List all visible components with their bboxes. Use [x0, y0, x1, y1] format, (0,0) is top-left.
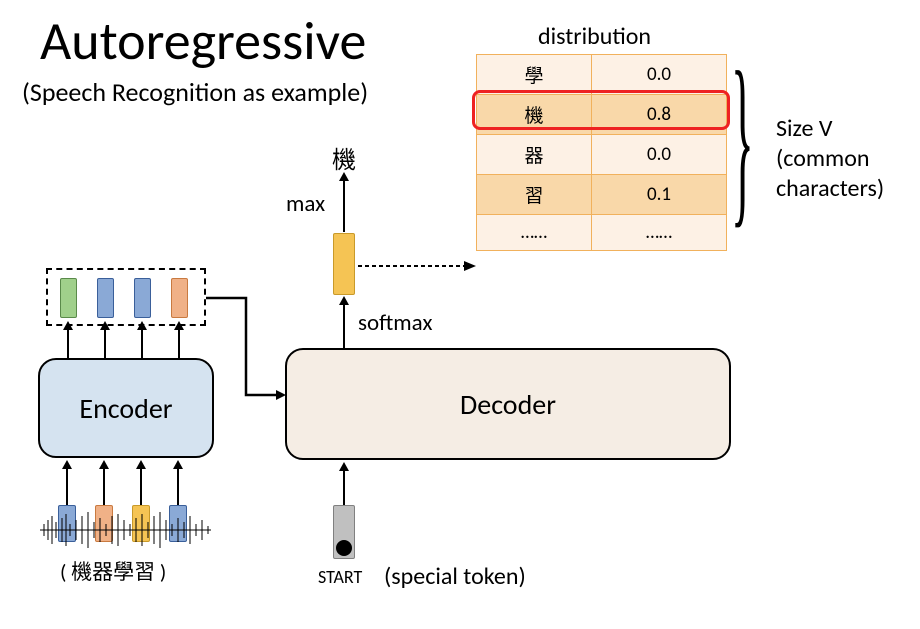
- waveform-icon: [38, 510, 213, 550]
- arrow-up-icon: [132, 460, 152, 506]
- enc-out-token-3: [134, 278, 151, 318]
- input-caption: ( 機器學習 ): [60, 556, 166, 586]
- arrow-up-icon: [97, 321, 117, 361]
- arrow-up-icon: [335, 296, 355, 350]
- decoder-label: Decoder: [460, 387, 556, 422]
- arrow-up-icon: [169, 460, 189, 506]
- enc-out-token-4: [171, 278, 188, 318]
- decoder-block: Decoder: [285, 348, 731, 460]
- dist-char: 機: [477, 95, 592, 135]
- dist-prob: ……: [592, 215, 727, 251]
- dist-prob: 0.0: [592, 55, 727, 95]
- arrow-up-icon: [134, 321, 154, 361]
- arrow-up-icon: [58, 460, 78, 506]
- size-v-label: Size V: [776, 114, 832, 143]
- connector-line-icon: [206, 293, 296, 403]
- subtitle: (Speech Recognition as example): [22, 76, 368, 108]
- start-label: START: [318, 566, 362, 588]
- dist-prob: 0.1: [592, 175, 727, 215]
- encoder-label: Encoder: [79, 391, 172, 426]
- dist-prob: 0.0: [592, 135, 727, 175]
- title: Autoregressive: [40, 8, 366, 74]
- distribution-token: [333, 233, 355, 295]
- arrow-up-icon: [60, 321, 80, 361]
- max-label: max: [286, 190, 325, 218]
- special-token-label: (special token): [384, 562, 526, 591]
- start-dot-icon: [336, 540, 352, 556]
- dist-row: 機0.8: [477, 95, 727, 135]
- dist-char: ……: [477, 215, 592, 251]
- dist-prob: 0.8: [592, 95, 727, 135]
- softmax-label: softmax: [358, 309, 432, 337]
- arrow-up-icon: [335, 462, 355, 508]
- dist-row: 器0.0: [477, 135, 727, 175]
- dist-row: 學0.0: [477, 55, 727, 95]
- distribution-header: distribution: [538, 22, 651, 51]
- size-v-sub2: characters): [776, 174, 884, 203]
- encoder-block: Encoder: [38, 358, 214, 458]
- enc-out-token-2: [97, 278, 114, 318]
- dashed-arrow-icon: [358, 258, 482, 274]
- output-char: 機: [332, 140, 356, 175]
- distribution-table: 學0.0機0.8器0.0習0.1…………: [476, 54, 727, 251]
- dist-char: 學: [477, 55, 592, 95]
- size-v-sub1: (common: [776, 144, 870, 173]
- arrow-up-icon: [171, 321, 191, 361]
- dist-row: 習0.1: [477, 175, 727, 215]
- dist-char: 習: [477, 175, 592, 215]
- brace-icon: }: [731, 44, 754, 234]
- arrow-up-icon: [95, 460, 115, 506]
- enc-out-token-1: [60, 278, 77, 318]
- arrow-up-icon: [335, 172, 355, 234]
- dist-char: 器: [477, 135, 592, 175]
- dist-row: …………: [477, 215, 727, 251]
